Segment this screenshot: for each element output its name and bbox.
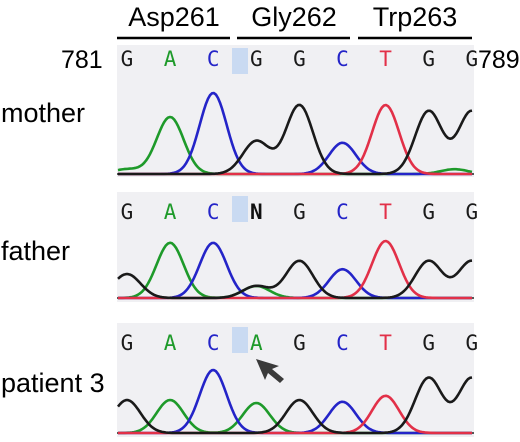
base-call: G xyxy=(121,200,134,224)
base-call: A xyxy=(164,47,177,71)
panel-mother: mother G A C G G C T G G xyxy=(1,45,478,177)
base-call: C xyxy=(336,47,349,71)
position-start: 781 xyxy=(61,46,103,74)
trace-black xyxy=(117,376,473,435)
base-call: G xyxy=(422,200,435,224)
base-call: G xyxy=(465,47,478,71)
base-call: G xyxy=(293,331,306,355)
panel-background xyxy=(117,323,474,437)
position-end: 789 xyxy=(478,46,520,74)
trace-area xyxy=(117,368,474,435)
base-call: A xyxy=(164,331,177,355)
codon-header: Asp261 Gly262 Trp263 xyxy=(117,2,472,40)
trace-area xyxy=(117,91,474,176)
panel-patient-3: patient 3 G A C A G C T G G xyxy=(1,323,478,437)
base-call: G xyxy=(121,47,134,71)
base-call: G xyxy=(422,47,435,71)
base-call: G xyxy=(422,331,435,355)
base-call: C xyxy=(207,200,220,224)
base-highlight xyxy=(232,48,248,74)
codon-label-asp261: Asp261 xyxy=(128,2,220,32)
codon-label-gly262: Gly262 xyxy=(251,2,337,32)
base-call: G xyxy=(293,47,306,71)
base-call: A xyxy=(164,200,177,224)
sample-label-patient-3: patient 3 xyxy=(1,368,105,398)
trace-black xyxy=(118,103,473,176)
base-call: C xyxy=(207,47,220,71)
panel-background xyxy=(117,45,474,177)
base-call: G xyxy=(250,47,263,71)
arrow-pointer-icon xyxy=(256,359,284,383)
codon-label-trp263: Trp263 xyxy=(373,2,458,32)
trace-area xyxy=(117,239,474,300)
trace-black xyxy=(117,259,473,300)
base-call: C xyxy=(336,331,349,355)
base-call: N xyxy=(250,200,263,224)
base-call: T xyxy=(379,47,392,71)
base-call: C xyxy=(336,200,349,224)
base-call: G xyxy=(465,200,478,224)
base-call: G xyxy=(465,331,478,355)
panel-father: father G A C N G C T G G xyxy=(1,192,478,302)
base-highlight xyxy=(232,327,248,353)
base-call: G xyxy=(293,200,306,224)
sample-label-father: father xyxy=(1,236,70,266)
base-call: T xyxy=(379,331,392,355)
base-call: G xyxy=(121,331,134,355)
sample-label-mother: mother xyxy=(1,98,85,128)
base-call: A xyxy=(250,331,263,355)
base-call: T xyxy=(379,200,392,224)
base-call: C xyxy=(207,331,220,355)
base-highlight xyxy=(232,196,248,222)
